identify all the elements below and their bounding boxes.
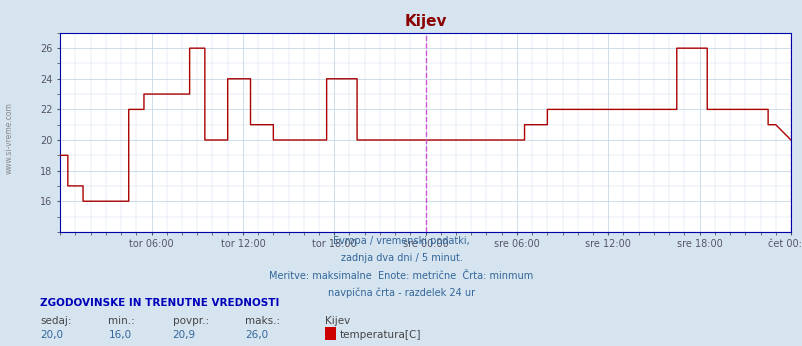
Text: 20,0: 20,0: [40, 330, 63, 340]
Text: zadnja dva dni / 5 minut.: zadnja dva dni / 5 minut.: [340, 253, 462, 263]
Text: Meritve: maksimalne  Enote: metrične  Črta: minmum: Meritve: maksimalne Enote: metrične Črta…: [269, 271, 533, 281]
Text: maks.:: maks.:: [245, 316, 280, 326]
Text: navpična črta - razdelek 24 ur: navpična črta - razdelek 24 ur: [327, 287, 475, 298]
Text: Evropa / vremenski podatki,: Evropa / vremenski podatki,: [333, 236, 469, 246]
Text: sedaj:: sedaj:: [40, 316, 71, 326]
Text: 16,0: 16,0: [108, 330, 132, 340]
Text: 20,9: 20,9: [172, 330, 196, 340]
Text: 26,0: 26,0: [245, 330, 268, 340]
Text: Kijev: Kijev: [325, 316, 350, 326]
Title: Kijev: Kijev: [404, 14, 446, 29]
Text: povpr.:: povpr.:: [172, 316, 209, 326]
Text: ZGODOVINSKE IN TRENUTNE VREDNOSTI: ZGODOVINSKE IN TRENUTNE VREDNOSTI: [40, 298, 279, 308]
Text: temperatura[C]: temperatura[C]: [339, 330, 420, 340]
Text: www.si-vreme.com: www.si-vreme.com: [5, 102, 14, 174]
Text: min.:: min.:: [108, 316, 135, 326]
